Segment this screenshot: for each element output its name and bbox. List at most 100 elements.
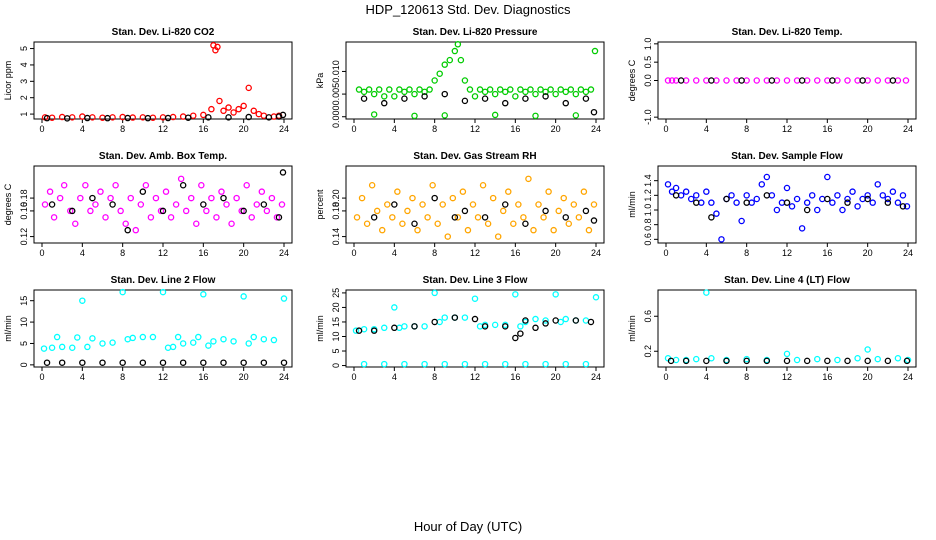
data-point bbox=[499, 207, 507, 215]
data-point bbox=[353, 214, 361, 221]
plot-frame bbox=[657, 289, 917, 368]
x-tick-label: 20 bbox=[239, 124, 249, 134]
data-point bbox=[532, 112, 539, 120]
data-point bbox=[668, 77, 676, 84]
data-point bbox=[869, 199, 876, 206]
data-point bbox=[903, 203, 911, 210]
data-point bbox=[542, 320, 549, 327]
series-line-a bbox=[41, 42, 283, 121]
data-point bbox=[585, 226, 593, 234]
data-point bbox=[200, 111, 207, 119]
x-tick-label: 24 bbox=[279, 124, 289, 134]
data-point bbox=[441, 360, 448, 368]
data-point bbox=[545, 188, 552, 195]
data-point bbox=[803, 199, 811, 206]
data-point bbox=[763, 357, 771, 365]
series-line-a bbox=[353, 175, 598, 240]
data-point bbox=[520, 214, 527, 221]
data-point bbox=[849, 188, 856, 195]
data-point bbox=[225, 114, 232, 121]
x-tick-label: 24 bbox=[903, 124, 913, 134]
data-point bbox=[824, 357, 831, 365]
data-point bbox=[253, 201, 261, 208]
data-point bbox=[854, 203, 861, 210]
data-point bbox=[501, 88, 509, 96]
x-tick-label: 20 bbox=[863, 248, 873, 258]
data-point bbox=[63, 115, 71, 122]
data-point bbox=[567, 86, 575, 93]
data-point bbox=[159, 207, 167, 215]
y-axis-label: percent bbox=[315, 189, 325, 220]
data-point bbox=[540, 214, 547, 221]
data-point bbox=[484, 220, 492, 227]
data-point bbox=[139, 333, 147, 341]
data-point bbox=[693, 77, 700, 84]
data-point bbox=[728, 192, 735, 199]
data-point bbox=[149, 333, 157, 341]
data-point bbox=[391, 201, 398, 208]
y-axis-label: ml/min bbox=[3, 315, 13, 342]
data-point bbox=[149, 114, 157, 121]
series-line-b bbox=[370, 194, 598, 227]
data-point bbox=[542, 207, 549, 215]
data-point bbox=[562, 214, 570, 221]
data-point bbox=[682, 188, 690, 195]
series-line-b bbox=[360, 90, 598, 116]
data-point bbox=[279, 169, 287, 176]
data-point bbox=[522, 220, 529, 227]
series-line-a bbox=[355, 41, 599, 120]
data-point bbox=[793, 195, 801, 203]
data-point bbox=[501, 99, 509, 107]
x-tick-label: 12 bbox=[782, 124, 792, 134]
data-point bbox=[220, 107, 227, 115]
data-point bbox=[469, 201, 477, 208]
data-point bbox=[162, 188, 170, 195]
data-point bbox=[208, 194, 215, 202]
data-point bbox=[522, 317, 529, 324]
data-point bbox=[884, 195, 892, 203]
x-tick-label: 20 bbox=[551, 124, 561, 134]
data-point bbox=[60, 181, 68, 189]
data-point bbox=[279, 111, 287, 119]
x-tick-label: 0 bbox=[663, 248, 668, 258]
data-point bbox=[894, 354, 902, 362]
data-point bbox=[753, 195, 761, 203]
data-point bbox=[562, 99, 570, 107]
data-point bbox=[104, 114, 111, 122]
data-point bbox=[768, 77, 776, 84]
data-point bbox=[474, 214, 482, 221]
data-point bbox=[441, 61, 448, 68]
x-tick-label: 8 bbox=[120, 372, 125, 382]
data-point bbox=[522, 360, 529, 368]
data-point bbox=[580, 188, 588, 195]
data-point bbox=[505, 188, 512, 195]
data-point bbox=[58, 343, 66, 351]
data-point bbox=[542, 88, 549, 96]
data-point bbox=[577, 86, 585, 93]
data-point bbox=[899, 203, 907, 210]
data-point bbox=[481, 323, 489, 330]
x-tick-label: 8 bbox=[432, 248, 437, 258]
data-point bbox=[507, 86, 514, 93]
data-point bbox=[406, 86, 413, 93]
data-point bbox=[451, 214, 459, 221]
data-point bbox=[82, 181, 89, 189]
x-tick-label: 12 bbox=[782, 372, 792, 382]
data-point bbox=[587, 318, 595, 326]
data-point bbox=[43, 359, 51, 366]
data-point bbox=[421, 88, 428, 96]
data-point bbox=[46, 188, 54, 195]
data-point bbox=[240, 102, 247, 110]
series-line-b bbox=[355, 314, 595, 342]
data-point bbox=[213, 214, 220, 221]
data-point bbox=[124, 226, 131, 234]
data-point bbox=[687, 195, 695, 203]
data-point bbox=[677, 77, 685, 84]
data-point bbox=[401, 95, 408, 102]
data-point bbox=[177, 175, 185, 183]
data-point bbox=[245, 84, 252, 92]
x-tick-label: 24 bbox=[279, 372, 289, 382]
data-point bbox=[270, 336, 278, 344]
data-point bbox=[139, 359, 147, 366]
